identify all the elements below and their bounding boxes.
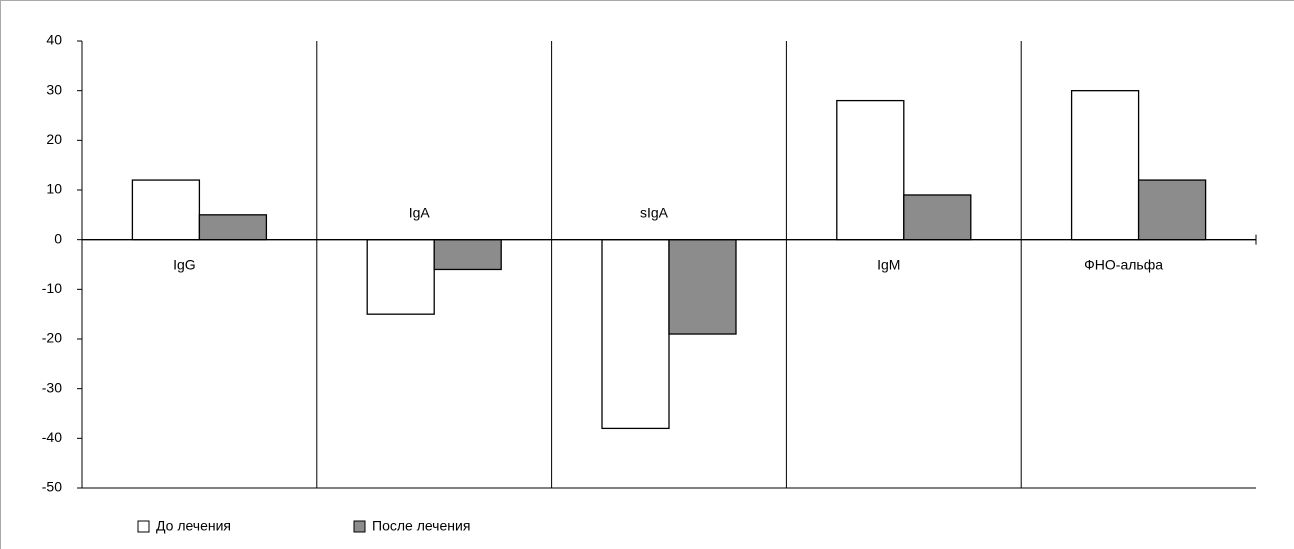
x-tick-label: IgA: [409, 204, 431, 220]
y-tick-label: -30: [42, 379, 62, 395]
x-tick-label: ФНО-альфа: [1084, 256, 1163, 272]
x-tick-label: sIgA: [640, 204, 669, 220]
bar: [433, 239, 502, 271]
bar: [903, 194, 972, 241]
bar: [366, 239, 435, 315]
bar: [1070, 90, 1140, 241]
legend-label: После лечения: [372, 518, 470, 534]
y-tick-label: 30: [46, 81, 62, 97]
x-tick-label: IgG: [173, 256, 196, 272]
legend-label: До лечения: [156, 518, 231, 534]
bar: [836, 99, 905, 241]
y-tick-label: -50: [42, 479, 62, 495]
bar: [131, 179, 201, 241]
x-tick-label: IgM: [877, 256, 900, 272]
y-tick-label: 20: [46, 131, 62, 147]
bar: [1137, 179, 1207, 241]
y-tick-label: -20: [42, 330, 62, 346]
y-tick-label: -40: [42, 429, 62, 445]
bar: [668, 239, 737, 335]
legend-swatch: [137, 520, 150, 533]
y-tick-label: 10: [46, 181, 62, 197]
legend-swatch: [353, 520, 366, 533]
bar: [198, 214, 268, 241]
bar: [601, 239, 670, 430]
y-tick-label: 40: [46, 32, 62, 48]
y-tick-label: 0: [54, 230, 62, 246]
y-tick-label: -10: [42, 280, 62, 296]
